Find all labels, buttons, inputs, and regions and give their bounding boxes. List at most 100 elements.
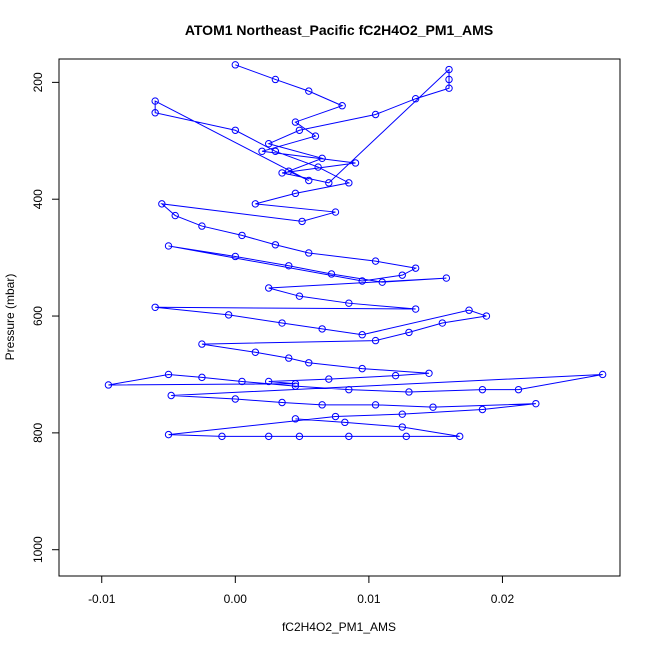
- data-point: [224, 311, 233, 319]
- x-tick-label: 0.02: [491, 592, 515, 606]
- data-point: [251, 200, 260, 208]
- data-point: [258, 147, 266, 156]
- data-point: [278, 169, 286, 177]
- data-point: [305, 87, 313, 95]
- data-point: [331, 208, 340, 216]
- data-point: [405, 328, 413, 337]
- data-point: [151, 109, 159, 117]
- y-tick-label: 1000: [31, 536, 45, 563]
- data-point: [285, 262, 293, 270]
- y-axis: 200 400 600 800 1000: [31, 72, 60, 563]
- data-point: [398, 423, 406, 431]
- data-point: [291, 189, 300, 198]
- data-point: [158, 200, 166, 208]
- data-point: [358, 364, 366, 373]
- data-point: [295, 292, 304, 300]
- data-point: [456, 432, 464, 441]
- data-point: [371, 257, 380, 265]
- data-point: [231, 61, 240, 69]
- data-point: [164, 370, 173, 379]
- data-point: [151, 97, 159, 105]
- data-point: [198, 222, 206, 230]
- x-axis: -0.01 0.00 0.01 0.02: [88, 575, 515, 606]
- data-point: [238, 231, 246, 240]
- y-axis-label: Pressure (mbar): [3, 274, 17, 361]
- data-point: [358, 331, 366, 339]
- data-point: [271, 241, 280, 249]
- data-point: [238, 377, 246, 386]
- data-point: [402, 432, 410, 441]
- data-point: [411, 95, 420, 103]
- plot-frame: [58, 58, 621, 577]
- data-point: [425, 369, 433, 377]
- data-point: [398, 410, 406, 418]
- data-point: [331, 412, 340, 421]
- data-point: [445, 65, 453, 74]
- data-point: [271, 147, 280, 156]
- data-point: [465, 306, 473, 314]
- data-point: [171, 211, 179, 220]
- x-tick-label: -0.01: [88, 592, 116, 606]
- data-point: [318, 154, 326, 163]
- data-point: [371, 401, 380, 409]
- data-point: [295, 126, 304, 134]
- data-point: [445, 75, 453, 84]
- data-point: [231, 395, 240, 403]
- y-tick-label: 400: [31, 189, 45, 209]
- data-point: [278, 319, 286, 327]
- x-tick-label: 0.00: [224, 592, 248, 606]
- chart-title: ATOM1 Northeast_Pacific fC2H4O2_PM1_AMS: [185, 22, 493, 38]
- x-axis-label: fC2H4O2_PM1_AMS: [282, 620, 396, 634]
- data-point: [445, 84, 453, 92]
- data-layer: [104, 61, 607, 441]
- data-point: [198, 373, 206, 382]
- data-point: [598, 370, 607, 379]
- data-point: [311, 132, 320, 140]
- data-point: [338, 102, 346, 110]
- data-point: [295, 432, 304, 441]
- data-point: [291, 380, 300, 388]
- data-point: [305, 249, 313, 257]
- y-tick-label: 600: [31, 306, 45, 326]
- data-point: [345, 432, 353, 441]
- data-point: [411, 305, 420, 313]
- data-point: [298, 217, 306, 226]
- data-point: [285, 354, 293, 362]
- data-point: [358, 277, 366, 285]
- data-point: [291, 382, 300, 390]
- data-point: [351, 159, 360, 167]
- data-point: [442, 274, 451, 282]
- data-point: [318, 325, 326, 333]
- data-point: [345, 299, 353, 307]
- data-point: [341, 418, 349, 427]
- data-point: [164, 242, 173, 250]
- data-point: [532, 399, 540, 408]
- data-point: [164, 430, 173, 439]
- data-point: [391, 371, 400, 380]
- data-point: [371, 110, 380, 119]
- data-point: [265, 140, 273, 148]
- data-point: [265, 432, 273, 441]
- data-point: [231, 252, 240, 261]
- data-point: [305, 359, 313, 367]
- y-tick-label: 800: [31, 423, 45, 443]
- data-point: [218, 432, 226, 441]
- data-point: [198, 340, 206, 348]
- data-point: [378, 278, 386, 286]
- data-point: [514, 385, 523, 394]
- data-point: [398, 271, 406, 279]
- data-point: [405, 388, 413, 396]
- data-point: [167, 391, 175, 400]
- data-point: [278, 398, 286, 407]
- data-point: [345, 385, 353, 394]
- data-point: [151, 303, 159, 311]
- data-point: [325, 179, 333, 187]
- data-point: [345, 179, 353, 187]
- data-point: [478, 385, 487, 394]
- data-point: [265, 284, 273, 292]
- data-point: [305, 176, 313, 185]
- data-point: [482, 312, 491, 320]
- data-point: [251, 348, 260, 356]
- data-point: [318, 401, 326, 409]
